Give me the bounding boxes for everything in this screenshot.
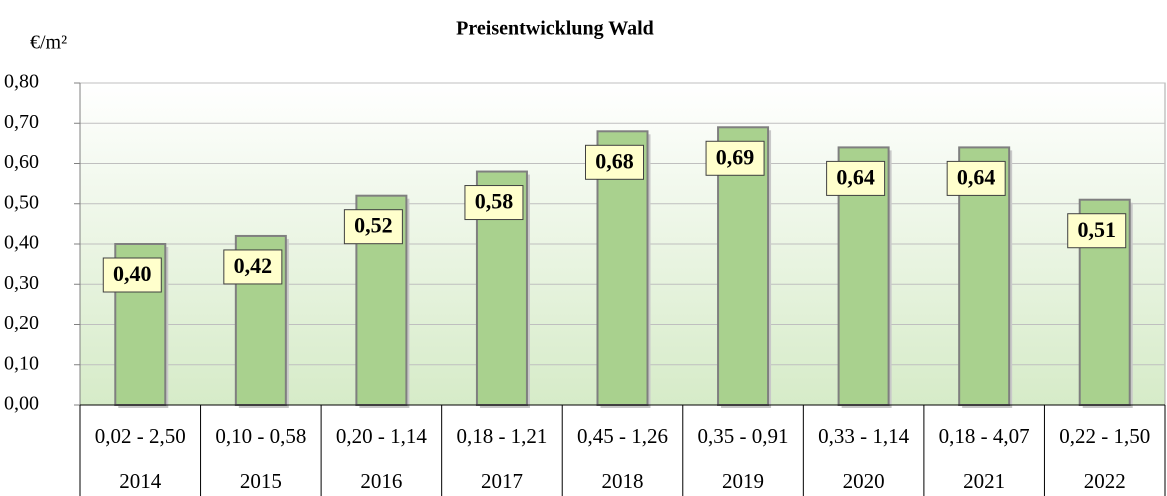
range-label: 0,20 - 1,14: [336, 424, 427, 448]
value-label: 0,64: [957, 164, 996, 189]
y-tick-label: 0,70: [4, 111, 39, 133]
value-label-box: [585, 144, 644, 180]
y-tick-label: 0,30: [4, 272, 39, 294]
value-label: 0,68: [595, 148, 634, 173]
x-tick-label: 2014: [119, 469, 162, 493]
x-tick-label: 2018: [602, 469, 644, 493]
x-tick-label: 2015: [240, 469, 282, 493]
value-label-box: [826, 160, 886, 196]
value-label-box: [343, 209, 403, 245]
value-label: 0,58: [475, 189, 514, 214]
value-label-box: [1067, 213, 1127, 249]
value-label: 0,40: [113, 261, 152, 286]
value-label-box: [223, 249, 283, 285]
value-label: 0,64: [836, 164, 875, 189]
x-tick-label: 2017: [481, 469, 523, 493]
value-label-box: [464, 185, 524, 221]
range-label: 0,18 - 4,07: [939, 424, 1030, 448]
range-label: 0,33 - 1,14: [818, 424, 909, 448]
y-tick-label: 0,80: [4, 71, 39, 93]
value-label-box: [946, 160, 1006, 196]
range-label: 0,35 - 0,91: [698, 424, 789, 448]
y-tick-label: 0,00: [4, 393, 39, 415]
value-label: 0,42: [234, 253, 273, 278]
range-label: 0,45 - 1,26: [577, 424, 668, 448]
y-tick-label: 0,50: [4, 191, 39, 213]
value-label: 0,69: [716, 144, 755, 169]
range-label: 0,22 - 1,50: [1059, 424, 1150, 448]
chart-title: Preisentwicklung Wald: [456, 18, 654, 40]
value-label-box: [102, 257, 162, 293]
x-tick-label: 2022: [1084, 469, 1126, 493]
y-tick-label: 0,40: [4, 232, 39, 254]
x-tick-label: 2020: [843, 469, 885, 493]
y-tick-label: 0,10: [4, 352, 39, 374]
value-label: 0,52: [354, 213, 393, 238]
range-label: 0,18 - 1,21: [456, 424, 547, 448]
x-tick-label: 2021: [963, 469, 1005, 493]
value-label-box: [705, 140, 765, 176]
y-tick-label: 0,60: [4, 151, 39, 173]
y-axis-label: €/m²: [30, 32, 67, 54]
x-tick-label: 2019: [722, 469, 764, 493]
x-tick-label: 2016: [360, 469, 402, 493]
value-label: 0,51: [1077, 217, 1116, 242]
range-label: 0,10 - 0,58: [215, 424, 306, 448]
y-tick-label: 0,20: [4, 312, 39, 334]
range-label: 0,02 - 2,50: [95, 424, 186, 448]
